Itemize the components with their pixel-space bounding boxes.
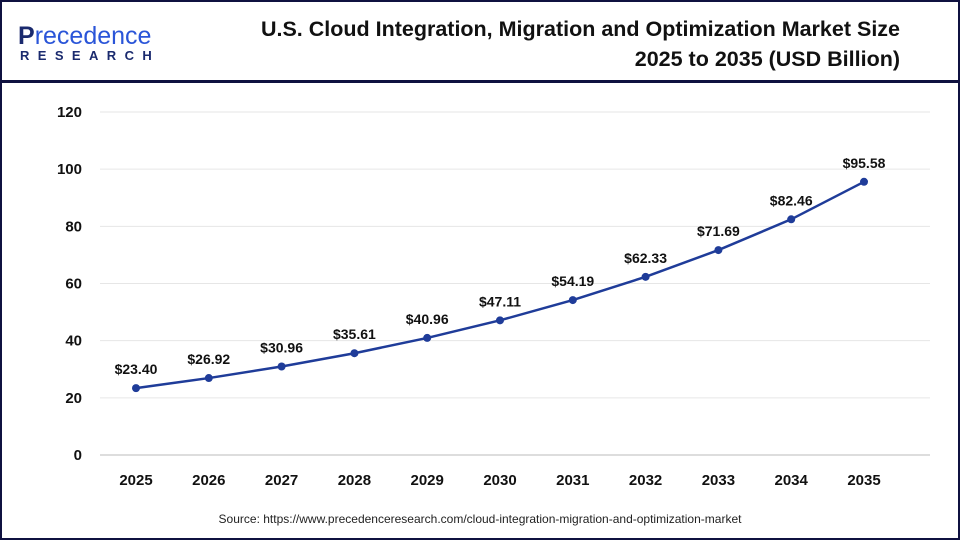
data-point — [132, 384, 140, 393]
x-tick-label: 2026 — [192, 472, 225, 489]
data-label: $54.19 — [551, 273, 594, 289]
logo-subtext: RESEARCH — [20, 48, 161, 63]
y-tick-label: 40 — [65, 333, 82, 350]
data-point — [204, 374, 213, 383]
data-point — [568, 296, 577, 305]
data-point — [787, 215, 796, 224]
x-tick-label: 2035 — [847, 472, 880, 489]
precedence-research-logo: Precedence RESEARCH — [18, 22, 163, 66]
data-label: $47.11 — [479, 293, 521, 309]
y-tick-label: 0 — [74, 447, 82, 464]
data-point — [714, 246, 723, 255]
data-label: $71.69 — [697, 223, 740, 239]
data-point — [350, 349, 359, 358]
chart-title: U.S. Cloud Integration, Migration and Op… — [260, 17, 900, 71]
data-point — [496, 316, 504, 325]
y-tick-label: 80 — [65, 218, 82, 235]
data-label: $35.61 — [333, 326, 376, 342]
data-label: $26.92 — [187, 351, 230, 367]
data-point — [277, 362, 286, 371]
data-label: $40.96 — [406, 311, 449, 327]
logo-wordmark: Precedence — [18, 22, 152, 50]
y-tick-label: 120 — [57, 104, 82, 121]
source-text: Source: https://www.precedenceresearch.c… — [218, 512, 742, 526]
data-point — [641, 272, 650, 281]
x-tick-label: 2029 — [411, 472, 444, 489]
data-point — [860, 177, 868, 186]
header: Precedence RESEARCH U.S. Cloud Integrati… — [2, 2, 958, 83]
x-tick-label: 2034 — [775, 472, 809, 489]
data-label: $30.96 — [260, 340, 303, 356]
y-tick-label: 60 — [65, 276, 82, 293]
data-label: $23.40 — [115, 361, 158, 377]
x-tick-label: 2031 — [556, 472, 589, 489]
data-label: $62.33 — [624, 250, 667, 266]
data-label: $95.58 — [843, 155, 886, 171]
x-tick-label: 2033 — [702, 472, 735, 489]
y-tick-label: 20 — [65, 390, 82, 407]
x-tick-label: 2025 — [119, 472, 152, 489]
data-label: $82.46 — [770, 192, 813, 208]
x-tick-label: 2030 — [483, 472, 516, 489]
x-tick-label: 2032 — [629, 472, 662, 489]
series-line — [135, 180, 865, 390]
y-tick-label: 100 — [57, 161, 82, 178]
data-point — [423, 333, 432, 342]
x-tick-label: 2027 — [265, 472, 298, 489]
x-tick-label: 2028 — [338, 472, 371, 489]
